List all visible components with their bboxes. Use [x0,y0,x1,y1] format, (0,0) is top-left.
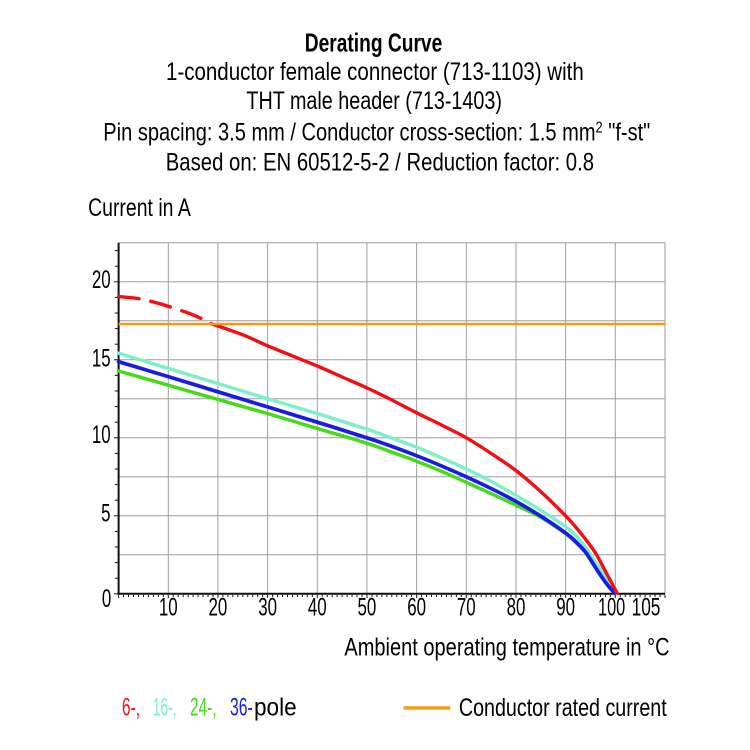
svg-text:20: 20 [209,593,228,621]
svg-text:10: 10 [159,593,178,621]
svg-text:36-: 36- [230,693,253,721]
svg-text:Derating Curve: Derating Curve [305,28,443,58]
svg-text:Based on: EN 60512-5-2 / Reduc: Based on: EN 60512-5-2 / Reduction facto… [166,148,594,176]
svg-text:105: 105 [632,593,661,621]
svg-text:80: 80 [507,593,526,621]
svg-text:16-,: 16-, [153,693,177,721]
svg-text:50: 50 [358,593,377,621]
svg-text:0: 0 [102,585,111,613]
svg-text:Conductor rated current: Conductor rated current [459,694,667,722]
svg-text:20: 20 [92,266,111,294]
svg-text:Ambient operating temperature: Ambient operating temperature in °C [344,633,669,661]
svg-text:100: 100 [598,593,625,621]
svg-text:60: 60 [407,593,426,621]
svg-text:pole: pole [254,693,297,721]
svg-text:24-,: 24-, [190,693,217,721]
svg-text:30: 30 [258,593,277,621]
svg-text:Pin spacing: 3.5 mm / Conducto: Pin spacing: 3.5 mm / Conductor cross-se… [103,119,650,147]
svg-text:15: 15 [92,344,111,372]
svg-text:5: 5 [101,500,110,528]
svg-text:THT male header (713-1403): THT male header (713-1403) [246,87,502,115]
svg-text:10: 10 [92,421,111,449]
svg-text:6-,: 6-, [122,693,140,721]
svg-text:1-conductor female connector (: 1-conductor female connector (713-1103) … [166,58,584,86]
svg-text:Current in A: Current in A [88,194,191,222]
svg-text:40: 40 [308,593,327,621]
svg-text:70: 70 [457,593,476,621]
svg-text:90: 90 [556,593,575,621]
